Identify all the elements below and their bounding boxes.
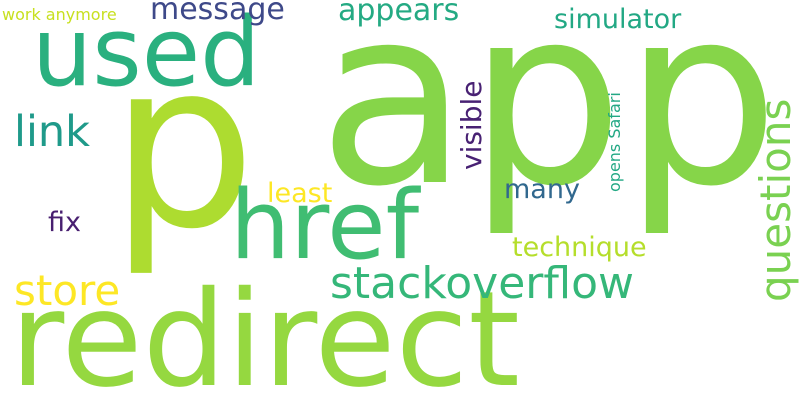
word-appears: appears [338, 0, 459, 28]
word-message: message [150, 0, 285, 27]
word-redirect: redirect [10, 263, 520, 400]
word-stackoverflow: stackoverflow [330, 258, 634, 309]
word-visible: visible [455, 81, 488, 171]
word-opens-safari: opens Safari [605, 92, 624, 192]
word-technique: technique [512, 232, 647, 263]
word-p: p [110, 13, 256, 280]
word-questions: questions [751, 99, 800, 302]
word-work-anymore: work anymore [2, 5, 117, 24]
word-store: store [14, 266, 120, 315]
word-simulator: simulator [554, 4, 682, 35]
word-least: least [267, 178, 332, 209]
word-used: used [32, 0, 260, 108]
word-app: app [318, 0, 779, 240]
word-many: many [504, 174, 580, 205]
word-fix: fix [48, 207, 81, 238]
word-link: link [14, 107, 90, 157]
word-href: href [230, 171, 422, 281]
